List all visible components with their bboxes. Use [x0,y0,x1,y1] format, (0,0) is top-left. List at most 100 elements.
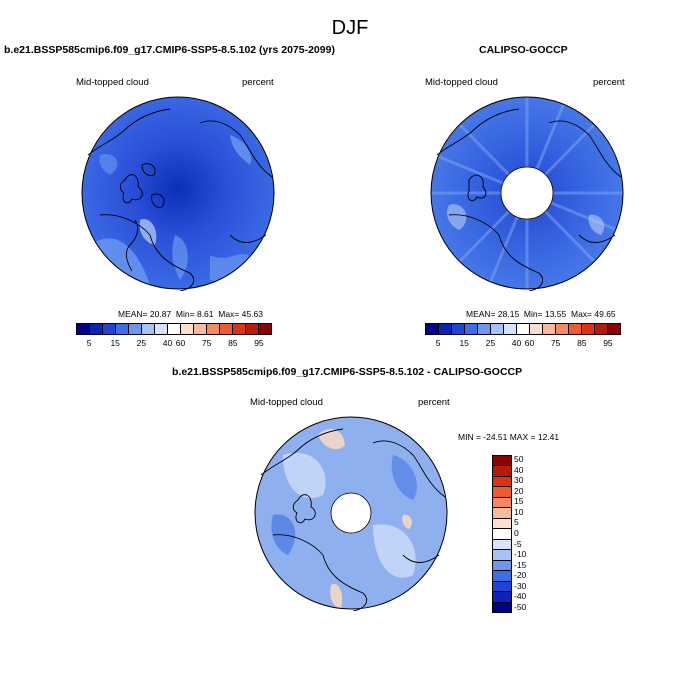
colorbar-2-swatch [556,324,569,334]
colorbar-3-swatch [493,497,511,509]
colorbar-2-swatch [582,324,595,334]
panel-1-stats: MEAN= 20.87 Min= 8.61 Max= 45.63 [118,309,263,319]
colorbar-1-tick-label: 15 [110,338,120,348]
colorbar-2-swatch [517,324,530,334]
colorbar-3-tick-label: 0 [514,528,519,538]
panel-2-max: 49.65 [594,309,616,319]
colorbar-1-swatch [246,324,259,334]
colorbar-1-swatch [129,324,142,334]
colorbar-3-swatch [493,550,511,561]
colorbar-1-tick-label: 85 [228,338,238,348]
panel-1-units-label: percent [242,77,274,88]
colorbar-2-swatch [504,324,517,334]
panel-1-map-border [81,96,275,290]
colorbar-1-swatch [155,324,168,334]
panel-3-title: b.e21.BSSP585cmip6.f09_g17.CMIP6-SSP5-8.… [172,366,523,378]
colorbar-3-tick-label: -20 [514,570,527,581]
colorbar-3-swatch [493,602,511,613]
colorbar-3-swatch [493,508,511,519]
panel-1-max: 45.63 [241,309,263,319]
panel-2-title: CALIPSO-GOCCP [479,44,568,56]
panel-2-stats: MEAN= 28.15 Min= 13.55 Max= 49.65 [466,309,616,319]
colorbar-3-tick-label: 10 [514,506,524,517]
colorbar-2-swatch [426,324,439,334]
panel-2-units-label: percent [593,77,625,88]
panel-3-polar-map [254,416,448,611]
colorbar-3-swatch [493,476,511,488]
colorbar-3-swatch [493,456,511,467]
colorbar-3-tick-label: 20 [514,485,524,496]
panel-3-map-border [254,416,448,610]
colorbar-2-swatch [608,324,620,334]
panel-1-min: 8.61 [196,309,214,319]
colorbar-1-swatch [103,324,116,334]
colorbar-1-tick-label: 5 [86,338,92,348]
colorbar-2-tick-label: 40 [511,338,522,348]
panel-3-variable-label: Mid-topped cloud [250,397,323,408]
colorbar-3-swatch [493,560,511,572]
colorbar-3-swatch [493,529,511,540]
panel-2-mean: 28.15 [497,309,520,319]
colorbar-3-swatch [493,487,511,498]
colorbar-1-swatch [233,324,246,334]
colorbar-1-swatch [90,324,103,334]
colorbar-1-swatch [116,324,129,334]
panel-1-field [82,97,274,289]
colorbar-3-tick-label: 5 [514,517,519,528]
panel-3-minmax: MIN = -24.51 MAX = 12.41 [458,432,560,442]
colorbar-2-swatch [543,324,556,334]
colorbar-1-swatch [194,324,207,334]
colorbar-3 [492,455,512,613]
colorbar-1-tick-label: 25 [136,338,147,348]
colorbar-1-swatch [168,324,181,334]
colorbar-2-swatch [478,324,491,334]
panel-3-units-label: percent [418,397,450,408]
colorbar-2-swatch [595,324,608,334]
colorbar-2-tick-label: 85 [577,338,587,348]
panel-2-min: 13.55 [544,309,567,319]
colorbar-2-swatch [452,324,465,334]
colorbar-3-tick-label: -10 [514,549,527,560]
colorbar-3-tick-label: 15 [514,496,524,507]
colorbar-1-swatch [220,324,233,334]
colorbar-1-labels: 5 15 25 40 60 75 85 95 [76,338,272,350]
figure-title: DJF [331,17,369,39]
colorbar-3-swatch [493,571,511,582]
colorbar-3-tick-label: 30 [514,475,524,486]
colorbar-3-tick-label: -5 [514,538,522,549]
colorbar-1-swatch [259,324,271,334]
colorbar-3-swatch [493,539,511,551]
colorbar-2-swatch [465,324,478,334]
panel-1-variable-label: Mid-topped cloud [76,77,149,88]
colorbar-2 [425,323,621,335]
colorbar-3-tick-label: -15 [514,559,527,570]
colorbar-2-swatch [491,324,504,334]
colorbar-3-swatch [493,581,511,593]
colorbar-3-tick-label: 50 [514,454,524,465]
colorbar-3-labels: 50 40 30 20 15 10 5 0 -5 -10 -15 -20 -30 -40 -50 [514,454,544,613]
panel-1-polar-map [81,96,275,291]
panel-1-mean: 20.87 [149,309,172,319]
colorbar-1-swatch [142,324,155,334]
colorbar-2-tick-label: 15 [459,338,469,348]
colorbar-3-swatch [493,466,511,477]
panel-2-variable-label: Mid-topped cloud [425,77,498,88]
colorbar-1-swatch [77,324,90,334]
colorbar-2-tick-label: 75 [550,338,561,348]
colorbar-3-tick-label: -40 [514,591,527,602]
panel-2-map-border [430,96,624,290]
colorbar-1-tick-label: 40 [162,338,173,348]
colorbar-3-tick-label: -50 [514,601,527,612]
colorbar-2-tick-label: 60 [524,338,535,348]
colorbar-1-swatch [181,324,194,334]
colorbar-2-tick-label: 5 [435,338,441,348]
colorbar-1-tick-label: 75 [201,338,212,348]
panel-1-title: b.e21.BSSP585cmip6.f09_g17.CMIP6-SSP5-8.… [4,44,335,56]
colorbar-3-swatch [493,518,511,530]
colorbar-2-swatch [569,324,582,334]
colorbar-2-labels: 5 15 25 40 60 75 85 95 [425,338,621,350]
colorbar-1-swatch [207,324,220,334]
panel-3-polar-gap [330,492,372,534]
colorbar-1 [76,323,272,335]
colorbar-2-swatch [439,324,452,334]
